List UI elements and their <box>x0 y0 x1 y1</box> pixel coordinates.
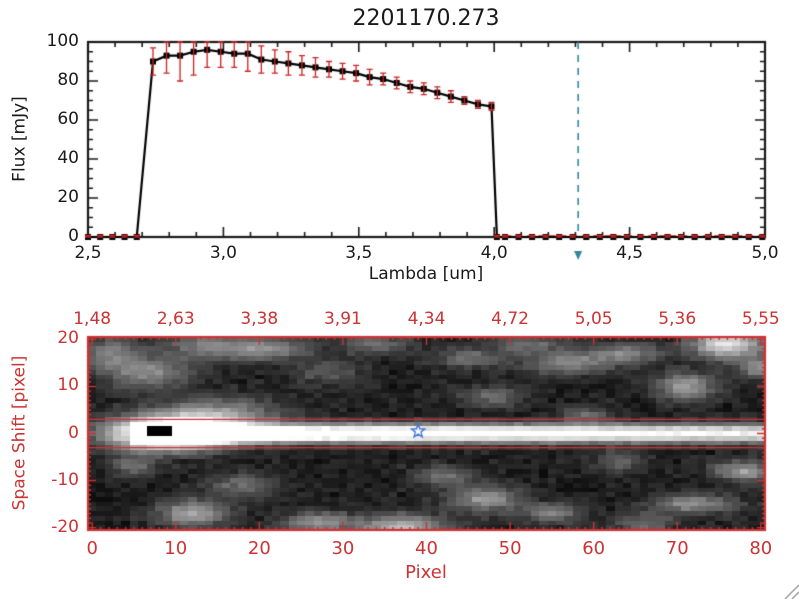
pixel-axis-label: Pixel <box>405 562 447 583</box>
chart-title: 2201170.273 <box>352 6 500 31</box>
flux-axis-label: Flux [mJy] <box>9 96 30 182</box>
resize-grip-icon[interactable] <box>781 581 799 599</box>
lambda-axis-label: Lambda [um] <box>368 264 484 284</box>
space-shift-axis-label: Space Shift [pixel] <box>9 355 30 511</box>
